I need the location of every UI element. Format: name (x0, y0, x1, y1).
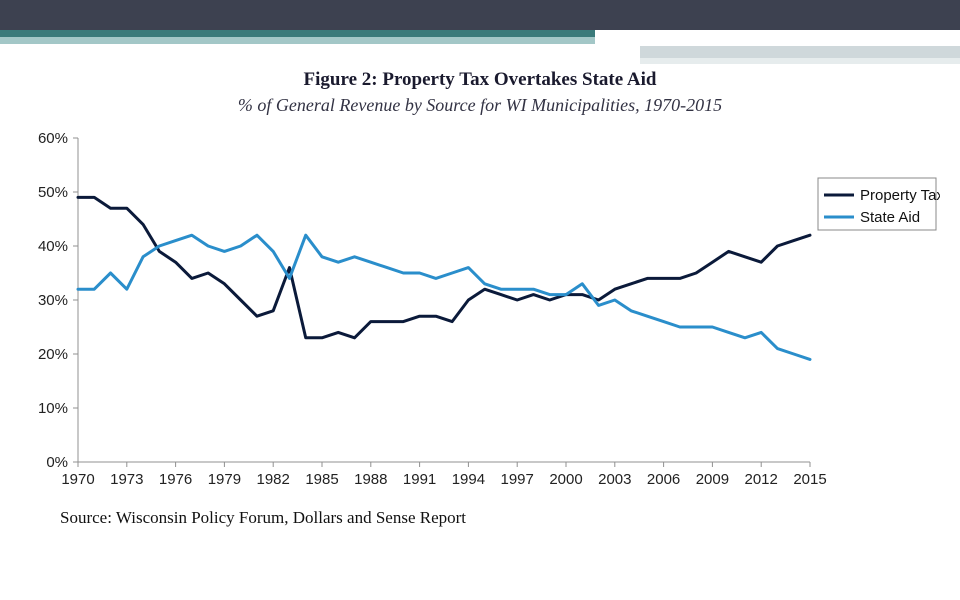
svg-text:1982: 1982 (257, 471, 290, 488)
svg-text:State Aid: State Aid (860, 209, 920, 226)
svg-text:1985: 1985 (305, 471, 338, 488)
header-accent (0, 30, 960, 44)
svg-text:60%: 60% (38, 130, 68, 147)
svg-text:Property Tax: Property Tax (860, 187, 940, 204)
figure-container: Figure 2: Property Tax Overtakes State A… (20, 69, 940, 528)
svg-text:2006: 2006 (647, 471, 680, 488)
svg-text:30%: 30% (38, 292, 68, 309)
svg-text:1979: 1979 (208, 471, 241, 488)
svg-text:50%: 50% (38, 184, 68, 201)
svg-text:1988: 1988 (354, 471, 387, 488)
svg-text:1997: 1997 (501, 471, 534, 488)
svg-text:2003: 2003 (598, 471, 631, 488)
figure-title: Figure 2: Property Tax Overtakes State A… (20, 69, 940, 91)
svg-text:1970: 1970 (61, 471, 94, 488)
figure-source: Source: Wisconsin Policy Forum, Dollars … (60, 508, 940, 528)
svg-text:40%: 40% (38, 238, 68, 255)
figure-subtitle: % of General Revenue by Source for WI Mu… (20, 95, 940, 116)
svg-text:2015: 2015 (793, 471, 826, 488)
svg-text:0%: 0% (46, 454, 68, 471)
svg-text:1976: 1976 (159, 471, 192, 488)
svg-text:1994: 1994 (452, 471, 485, 488)
line-chart: 0% 10% 20% 30% 40% 50% 60% 1970 1973 1976 1979 1982… (20, 128, 940, 498)
svg-text:10%: 10% (38, 400, 68, 417)
svg-text:2000: 2000 (549, 471, 582, 488)
header-topbar (0, 0, 960, 30)
svg-text:1991: 1991 (403, 471, 436, 488)
svg-text:1973: 1973 (110, 471, 143, 488)
svg-text:2012: 2012 (745, 471, 778, 488)
svg-text:2009: 2009 (696, 471, 729, 488)
svg-text:20%: 20% (38, 346, 68, 363)
